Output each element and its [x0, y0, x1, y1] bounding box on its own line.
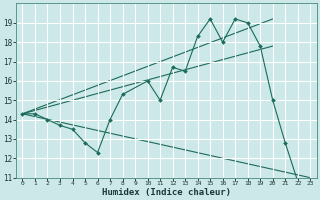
X-axis label: Humidex (Indice chaleur): Humidex (Indice chaleur) — [102, 188, 231, 197]
